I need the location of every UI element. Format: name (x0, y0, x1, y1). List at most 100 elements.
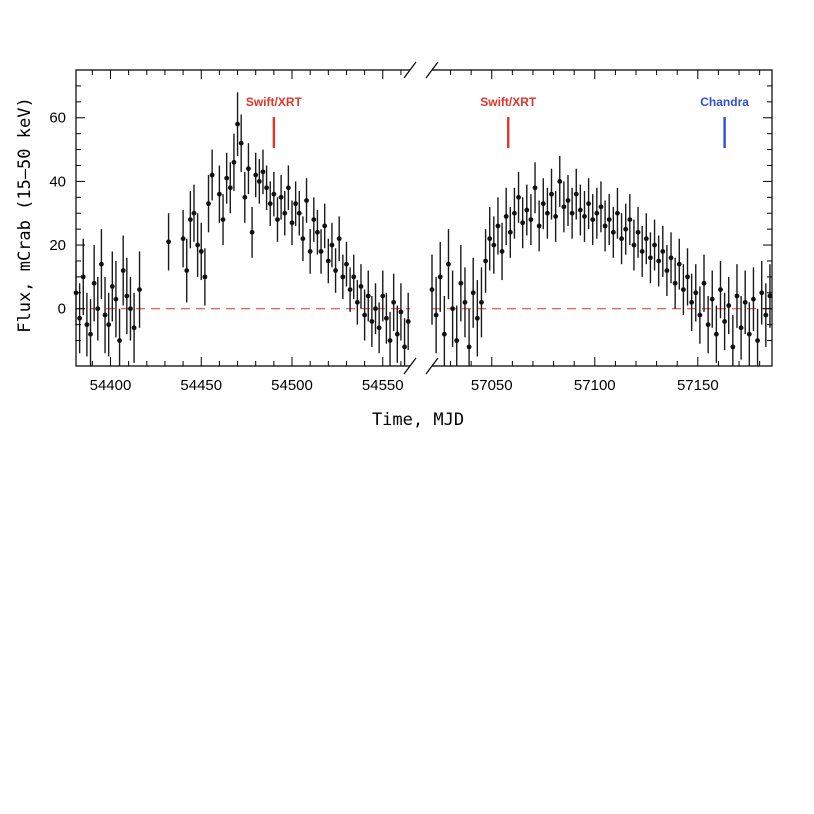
data-point (450, 306, 456, 312)
y-tick-label: 20 (49, 237, 66, 254)
data-point (615, 210, 620, 216)
data-point (351, 274, 357, 280)
x-axis-title: Time, MJD (372, 410, 464, 430)
data-point (643, 236, 649, 242)
data-point (627, 217, 633, 222)
axis-break-mark (425, 357, 439, 375)
data-point (224, 175, 230, 181)
data-point (730, 344, 736, 350)
data-point (495, 223, 501, 229)
data-point (198, 249, 204, 254)
data-point (365, 293, 371, 299)
data-point (322, 223, 328, 229)
data-point (664, 268, 670, 273)
data-point (187, 217, 193, 222)
data-point (264, 185, 269, 191)
data-point (113, 296, 119, 302)
data-point (275, 217, 280, 222)
data-point (191, 210, 197, 216)
data-point (124, 293, 130, 299)
data-point (333, 268, 338, 273)
data-point (577, 207, 583, 213)
data-point (491, 242, 497, 248)
data-point (307, 249, 313, 254)
data-point (91, 280, 97, 286)
data-point (680, 287, 686, 293)
x-tick-label: 57050 (471, 377, 513, 394)
data-point (594, 210, 600, 216)
data-point (369, 319, 375, 324)
x-tick-label: 54500 (271, 377, 313, 394)
data-point (582, 214, 587, 219)
data-point (238, 140, 244, 146)
data-point (722, 319, 728, 324)
data-point (260, 169, 266, 175)
data-point (441, 331, 447, 337)
data-point (565, 198, 571, 203)
data-point (311, 217, 317, 222)
data-point (470, 290, 476, 296)
y-tick-label: 0 (58, 301, 66, 318)
data-point (516, 194, 521, 200)
observation-marker-label: Chandra (700, 95, 749, 109)
data-point (256, 178, 262, 184)
data-point (602, 223, 608, 229)
y-axis-title: Flux, mCrab (15–50 keV) (15, 97, 35, 332)
data-point (709, 296, 715, 302)
data-point (520, 220, 526, 226)
data-point (293, 201, 299, 207)
data-point (458, 280, 464, 286)
data-point (763, 312, 769, 318)
data-point (285, 185, 291, 191)
data-point (590, 217, 596, 222)
data-point (532, 185, 538, 191)
data-point (536, 223, 542, 229)
data-point (373, 306, 378, 312)
data-point (759, 290, 765, 296)
observation-markers: Swift/XRT Swift/XRT Chandra (246, 95, 749, 148)
data-point (315, 229, 320, 235)
data-point (606, 217, 612, 222)
data-point (336, 236, 342, 242)
data-point (639, 249, 645, 254)
data-point (80, 274, 86, 280)
data-point (701, 280, 707, 286)
data-point (656, 258, 662, 264)
data-point (84, 322, 90, 328)
data-point (102, 312, 108, 318)
data-point (718, 287, 723, 293)
data-point (253, 172, 259, 178)
data-point (668, 255, 674, 261)
data-point (202, 274, 208, 280)
data-point (586, 201, 592, 207)
data-point (676, 261, 682, 267)
data-point (689, 299, 695, 305)
data-point (117, 338, 122, 343)
data-point (195, 242, 201, 248)
data-point (429, 287, 435, 293)
data-point (569, 210, 575, 216)
axis-break-mark (403, 61, 417, 79)
data-point (713, 331, 719, 337)
data-point (573, 191, 579, 197)
data-point (561, 204, 567, 210)
y-tick-label: 60 (49, 110, 66, 127)
data-point (282, 210, 288, 216)
data-point (95, 306, 101, 312)
data-point (402, 344, 407, 350)
data-point (553, 214, 559, 219)
observation-marker-label: Swift/XRT (246, 95, 303, 109)
data-point (278, 194, 284, 200)
data-point (166, 239, 171, 245)
data-point (499, 249, 505, 254)
data-point (544, 210, 550, 216)
data-point (652, 242, 657, 248)
data-point (474, 315, 480, 321)
plot-frame (75, 61, 773, 375)
data-point (325, 258, 331, 264)
x-tick-label: 57100 (574, 377, 616, 394)
data-point (206, 201, 211, 207)
data-point (524, 207, 530, 213)
data-point (242, 194, 248, 200)
data-point (685, 274, 690, 280)
